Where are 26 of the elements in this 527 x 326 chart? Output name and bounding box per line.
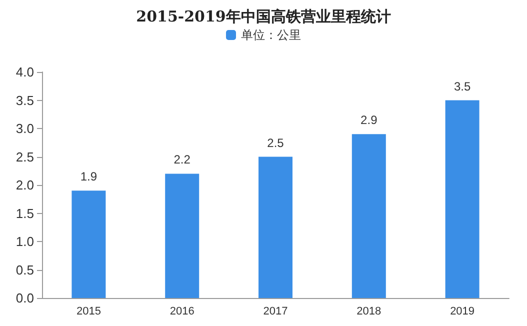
y-tick-label: 1.0	[16, 234, 34, 249]
y-tick-label: 2.0	[16, 178, 34, 192]
data-label: 2.9	[360, 113, 378, 128]
y-tick-label: 1.5	[16, 206, 34, 221]
y-tick-label: 0.5	[16, 262, 34, 278]
x-tick-label: 2016	[170, 306, 194, 318]
y-tick-label: 3.5	[16, 92, 34, 108]
x-tick-label: 2018	[356, 306, 382, 318]
x-tick-label: 2019	[450, 306, 475, 318]
bar	[258, 156, 292, 298]
data-label: 1.9	[80, 170, 98, 184]
bar	[445, 100, 480, 298]
y-tick-label: 4.0	[16, 64, 34, 80]
y-tick-label: 3.0	[16, 121, 34, 136]
data-label: 3.5	[454, 79, 471, 94]
bar	[72, 190, 106, 298]
legend-label: 单位：公里	[241, 28, 301, 42]
data-label: 2.2	[174, 152, 191, 167]
chart-title: 2015-2019年中国高铁营业里程统计	[136, 8, 391, 26]
bar	[352, 134, 386, 298]
y-tick-label: 0.0	[16, 290, 34, 306]
x-tick-label: 2015	[76, 306, 101, 318]
bar	[165, 174, 200, 298]
data-label: 2.5	[267, 136, 284, 150]
y-tick-label: 2.5	[16, 149, 34, 164]
x-tick-label: 2017	[263, 306, 288, 318]
